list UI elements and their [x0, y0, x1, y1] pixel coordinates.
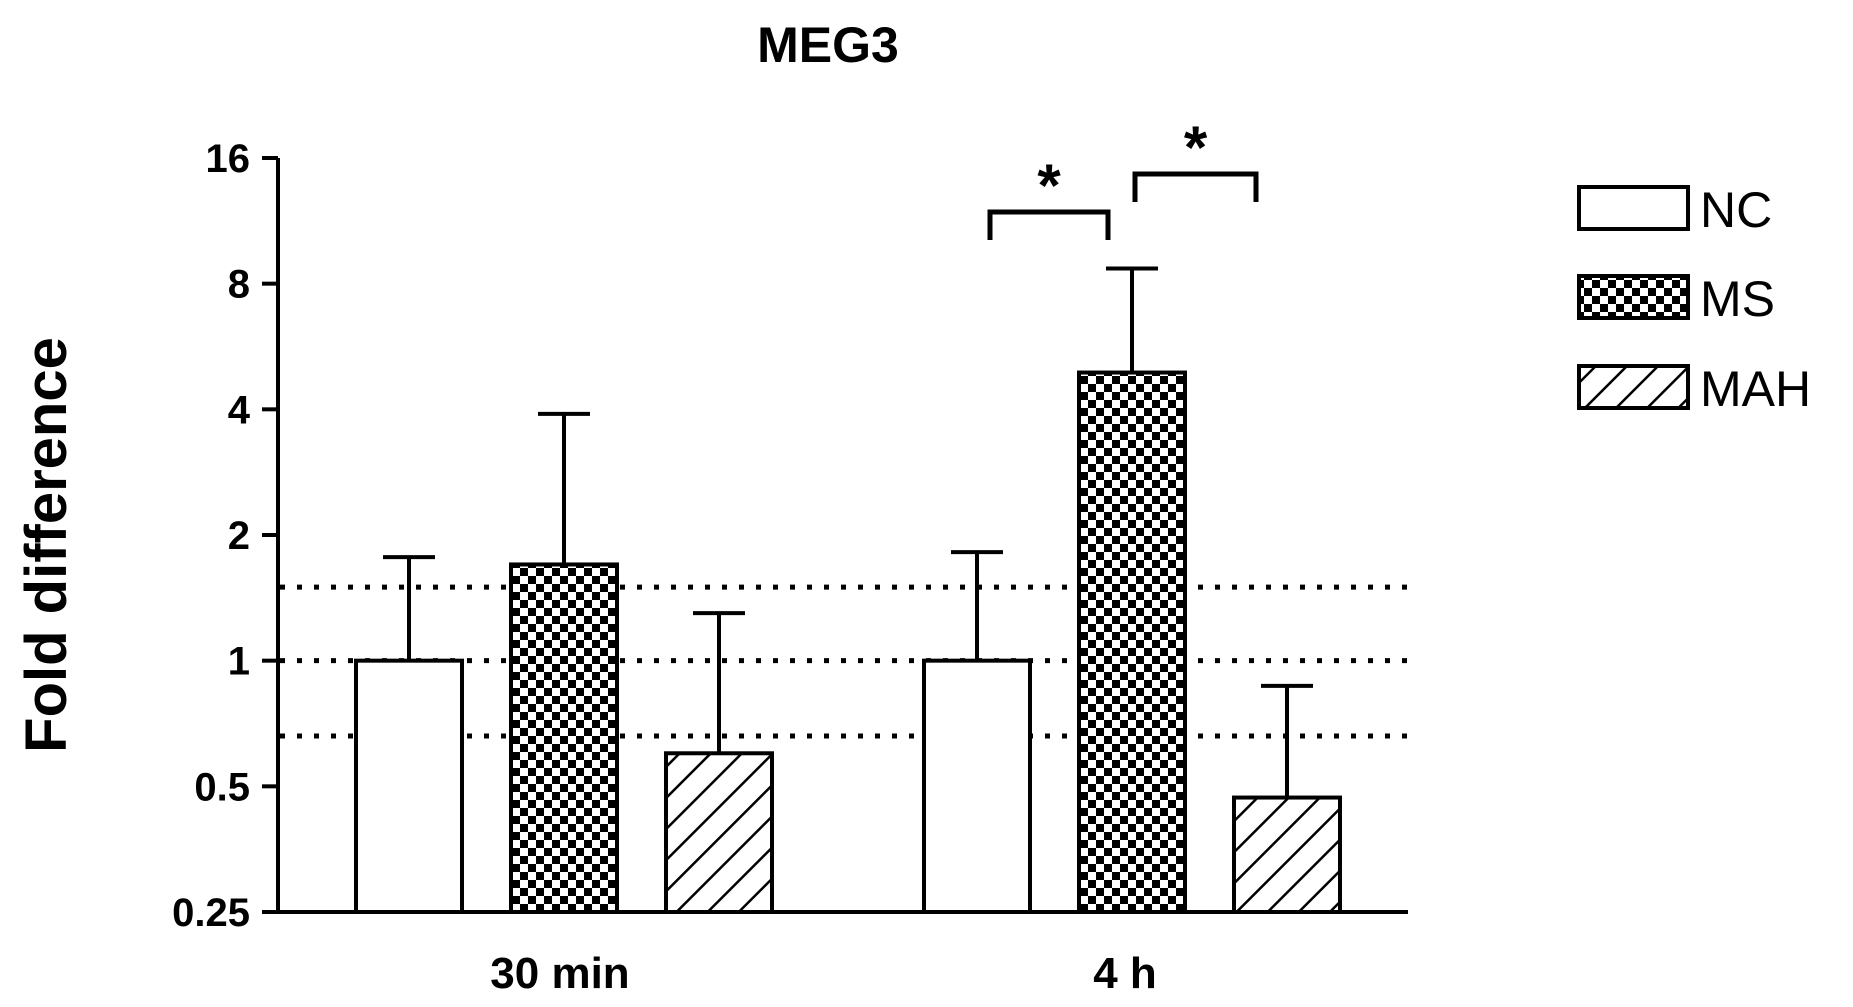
legend-swatch-mah [1577, 364, 1690, 410]
bar-ms-1 [1077, 370, 1187, 915]
y-tick-label: 1 [228, 640, 250, 684]
significance-brackets: ** [987, 114, 1259, 240]
reference-lines [280, 584, 1408, 739]
y-tick-label: 2 [228, 514, 250, 558]
legend-item-ms: MS [1577, 271, 1775, 327]
legend-label-ms: MS [1700, 271, 1775, 327]
bars-group [354, 370, 1342, 915]
bar-nc-0 [354, 658, 464, 915]
y-tick-label: 4 [228, 388, 251, 432]
category-label-30min: 30 min [490, 949, 629, 998]
legend-swatch-ms [1577, 274, 1690, 320]
chart-title: MEG3 [757, 17, 899, 73]
significance-star: * [1037, 152, 1061, 219]
category-label-4h: 4 h [1093, 949, 1157, 998]
legend-item-nc: NC [1577, 182, 1772, 238]
significance-star: * [1184, 114, 1208, 181]
bar-ms-0 [509, 562, 619, 914]
significance-bracket [1132, 171, 1259, 202]
y-tick-label: 8 [228, 263, 250, 307]
significance-bracket [987, 209, 1111, 240]
legend-item-mah: MAH [1577, 361, 1811, 417]
y-tick-label: 16 [206, 137, 251, 181]
bar-mah-1 [1232, 795, 1342, 915]
bar-nc-1 [922, 658, 1032, 915]
legend-label-nc: NC [1700, 182, 1772, 238]
y-axis: 0.25 0.5 1 2 4 8 16 [172, 137, 280, 935]
y-ticks: 0.25 0.5 1 2 4 8 16 [172, 137, 278, 935]
bar-mah-0 [664, 751, 774, 915]
y-axis-label: Fold difference [14, 337, 79, 753]
legend: NC MS MAH [1577, 182, 1811, 417]
y-tick-label: 0.25 [172, 891, 250, 935]
y-tick-label: 0.5 [194, 765, 250, 809]
legend-swatch-nc [1577, 185, 1690, 231]
legend-label-mah: MAH [1700, 361, 1811, 417]
error-bars-group [383, 266, 1313, 798]
